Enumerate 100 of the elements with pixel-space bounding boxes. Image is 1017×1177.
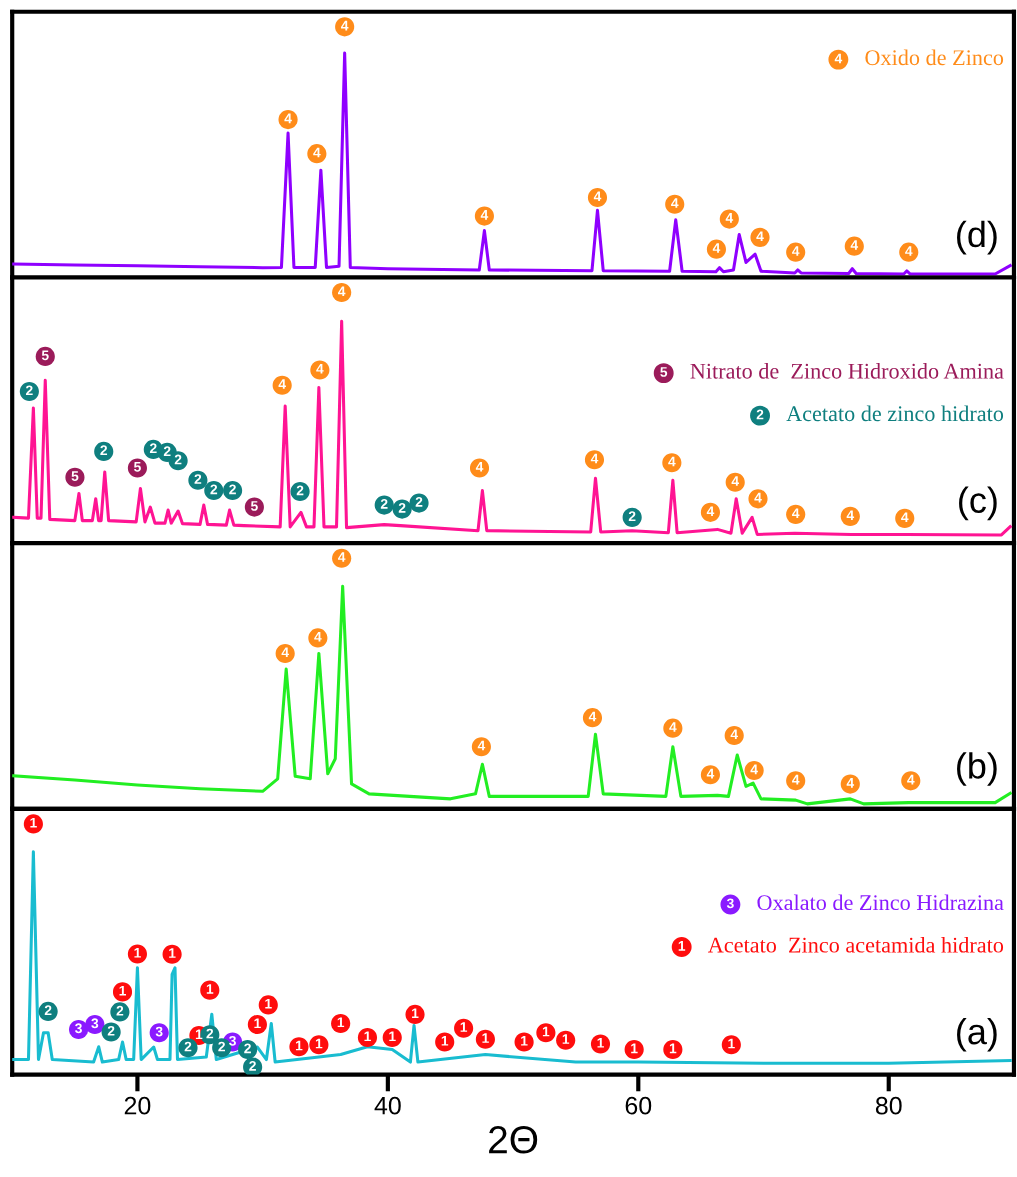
annotation: 4 — [901, 512, 909, 522]
annotation: 4 — [792, 774, 800, 785]
annotation: 1 — [337, 1017, 345, 1028]
annotation: 3 — [155, 1026, 163, 1037]
annotation: 4 — [480, 210, 489, 220]
annotation: 4 — [313, 147, 321, 158]
legend-label: Oxalato de Zinco Hidrazina — [757, 894, 1004, 911]
legend-label: Acetato de zinco hidrato — [786, 405, 1004, 422]
annotation: 4 — [593, 191, 602, 202]
annotation: 4 — [725, 213, 734, 223]
annotation: 4 — [671, 198, 679, 208]
legend-label: Nitrato de Zinco Hidroxido Amina — [690, 363, 1004, 379]
legend-label: Acetato Zinco acetamida hidrato — [707, 936, 1004, 953]
annotation: 2 — [25, 385, 33, 396]
annotation: (d) — [957, 220, 997, 255]
annotation: 4 — [314, 631, 322, 642]
annotation: (c) — [959, 486, 997, 521]
annotation: 1 — [631, 1043, 638, 1054]
annotation: 4 — [590, 453, 599, 464]
annotation: 2 — [194, 474, 202, 484]
annotation: 4 — [792, 246, 800, 256]
annotation: 1 — [119, 985, 126, 996]
annotation: 4 — [730, 729, 738, 740]
annotation: 2 — [107, 1025, 115, 1036]
annotation: 1 — [206, 984, 214, 994]
annotation: 4 — [475, 462, 484, 472]
annotation: 4 — [281, 647, 289, 658]
annotation: 2 — [116, 1005, 124, 1016]
annotation: 4 — [907, 774, 915, 785]
annotation: 1 — [482, 1033, 489, 1043]
x-tick-label: 20 — [124, 1096, 151, 1115]
annotation: 4 — [706, 506, 715, 516]
annotation: (b) — [957, 752, 997, 786]
annotation: 3 — [75, 1023, 82, 1034]
annotation: 1 — [389, 1031, 396, 1042]
annotation: 1 — [412, 1008, 419, 1019]
x-axis-title: 2Θ — [489, 1126, 538, 1154]
annotation: 2 — [184, 1041, 192, 1052]
annotation: 2 — [244, 1043, 251, 1054]
annotation: 2 — [100, 445, 108, 456]
text: 1 — [678, 941, 686, 951]
annotation: 4 — [338, 286, 346, 297]
annotation: 4 — [712, 243, 721, 253]
annotation: 4 — [477, 740, 486, 751]
text: 2 — [756, 409, 764, 420]
annotation: 4 — [731, 476, 739, 486]
annotation: 4 — [905, 246, 913, 256]
annotation: 2 — [174, 454, 182, 465]
x-tick-label: 40 — [374, 1096, 401, 1115]
annotation: 5 — [71, 471, 79, 481]
annotation: 2 — [206, 1028, 214, 1039]
annotation: 2 — [210, 484, 218, 495]
legend-label: Oxido de Zinco — [865, 49, 1004, 66]
annotation: 4 — [341, 20, 349, 31]
annotation: 2 — [163, 446, 171, 457]
annotation: 1 — [562, 1034, 570, 1044]
annotation: 4 — [846, 510, 855, 520]
annotation: 1 — [169, 948, 176, 958]
annotation: 4 — [588, 711, 597, 722]
annotation: 2 — [415, 496, 423, 507]
annotation: 1 — [364, 1031, 371, 1042]
annotation: 1 — [441, 1036, 449, 1046]
annotation: 1 — [295, 1040, 303, 1051]
annotation: 4 — [850, 240, 859, 250]
annotation: 1 — [460, 1022, 468, 1032]
annotation: 1 — [265, 998, 272, 1009]
annotation: 2 — [149, 443, 157, 454]
annotation: 3 — [229, 1035, 236, 1046]
annotation: 4 — [316, 364, 324, 374]
annotation: 2 — [218, 1041, 225, 1052]
annotation: 4 — [669, 722, 677, 732]
annotation: 2 — [628, 511, 636, 521]
annotation: 2 — [398, 502, 406, 513]
annotation: (a) — [957, 1017, 997, 1052]
text: 4 — [834, 53, 843, 64]
annotation: 4 — [754, 492, 762, 503]
x-tick-label: 60 — [625, 1096, 652, 1115]
text: 5 — [660, 367, 668, 377]
annotation: 1 — [728, 1038, 735, 1049]
annotation: 2 — [44, 1005, 52, 1016]
annotation: 1 — [134, 948, 141, 958]
annotation: 1 — [542, 1026, 550, 1037]
annotation: 1 — [669, 1043, 677, 1054]
annotation: 1 — [597, 1038, 604, 1048]
annotation: 4 — [278, 379, 286, 389]
annotation: 4 — [338, 552, 346, 562]
x-tick-label: 80 — [875, 1096, 902, 1115]
annotation: 2 — [249, 1060, 256, 1071]
annotation: 4 — [846, 778, 855, 788]
annotation: 1 — [315, 1038, 323, 1049]
annotation: 1 — [30, 817, 37, 828]
annotation: 5 — [41, 350, 49, 361]
annotation: 2 — [296, 485, 304, 496]
annotation: 4 — [284, 113, 292, 124]
annotation: 4 — [706, 768, 715, 779]
annotation: 4 — [756, 231, 764, 241]
annotation: 1 — [254, 1018, 261, 1029]
annotation: 3 — [91, 1018, 99, 1029]
annotation: 2 — [380, 498, 388, 509]
text: 3 — [726, 898, 734, 909]
